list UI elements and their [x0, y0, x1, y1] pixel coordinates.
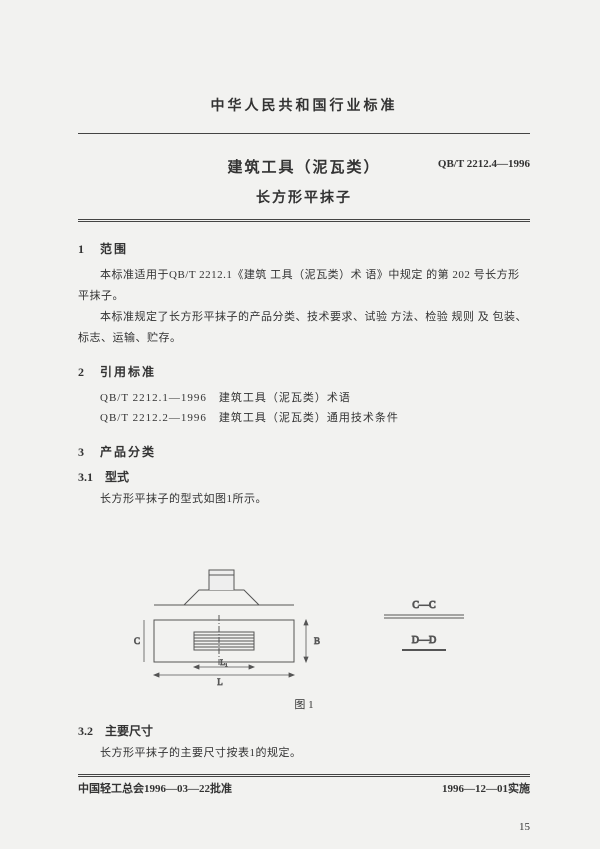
sub-title: 型式: [105, 470, 129, 484]
title-main: 建筑工具（泥瓦类）: [227, 156, 380, 177]
section-title: 产品分类: [100, 445, 156, 459]
section-num: 1: [78, 242, 86, 256]
dim-L1: L₁: [220, 658, 228, 667]
section-cc-label: C—C: [412, 600, 436, 611]
title-block: 建筑工具（泥瓦类） QB/T 2212.4—1996: [78, 156, 530, 177]
sub-32-para: 长方形平抹子的主要尺寸按表1的规定。: [78, 743, 530, 764]
dim-L: L: [217, 677, 223, 687]
footer-rule: [78, 774, 530, 777]
sub-31-heading: 3.1 型式: [78, 468, 530, 485]
section-title: 范围: [100, 242, 128, 256]
sub-num: 3.2: [78, 724, 93, 738]
sub-title: 主要尺寸: [105, 724, 153, 738]
section-title: 引用标准: [100, 365, 156, 379]
dim-B: B: [314, 636, 320, 646]
section-scope-heading: 1 范围: [78, 240, 530, 257]
figure-caption: 图 1: [78, 696, 530, 712]
section-num: 3: [78, 445, 86, 459]
header-rule: [78, 133, 530, 134]
page-number: 15: [519, 821, 530, 833]
title-rule: [78, 219, 530, 222]
sub-31-para: 长方形平抹子的型式如图1所示。: [78, 489, 530, 510]
scope-para-1: 本标准适用于QB/T 2212.1《建筑 工具（泥瓦类）术 语》中规定 的第 2…: [78, 265, 530, 307]
sub-num: 3.1: [78, 470, 93, 484]
title-sub: 长方形平抹子: [78, 187, 530, 207]
section-refs-heading: 2 引用标准: [78, 363, 530, 380]
scope-para-2: 本标准规定了长方形平抹子的产品分类、技术要求、试验 方法、检验 规则 及 包装、…: [78, 307, 530, 349]
footer-approval: 中国轻工总会1996—03—22批准: [78, 780, 232, 796]
section-classify-heading: 3 产品分类: [78, 443, 530, 460]
footer-effective: 1996—12—01实施: [442, 780, 530, 796]
sub-32-heading: 3.2 主要尺寸: [78, 722, 530, 739]
footer-row: 中国轻工总会1996—03—22批准 1996—12—01实施: [78, 780, 530, 796]
standard-code: QB/T 2212.4—1996: [438, 158, 530, 170]
trowel-diagram-svg: L L₁ B C C—C D—D: [124, 560, 484, 690]
ref-2: QB/T 2212.2—1996 建筑工具（泥瓦类）通用技术条件: [78, 408, 530, 429]
ref-1: QB/T 2212.1—1996 建筑工具（泥瓦类）术语: [78, 388, 530, 409]
standard-super-title: 中华人民共和国行业标准: [78, 95, 530, 115]
dim-C-left: C: [134, 636, 140, 646]
section-dd-label: D—D: [412, 635, 436, 646]
section-num: 2: [78, 365, 86, 379]
figure-1: L L₁ B C C—C D—D: [78, 560, 530, 690]
